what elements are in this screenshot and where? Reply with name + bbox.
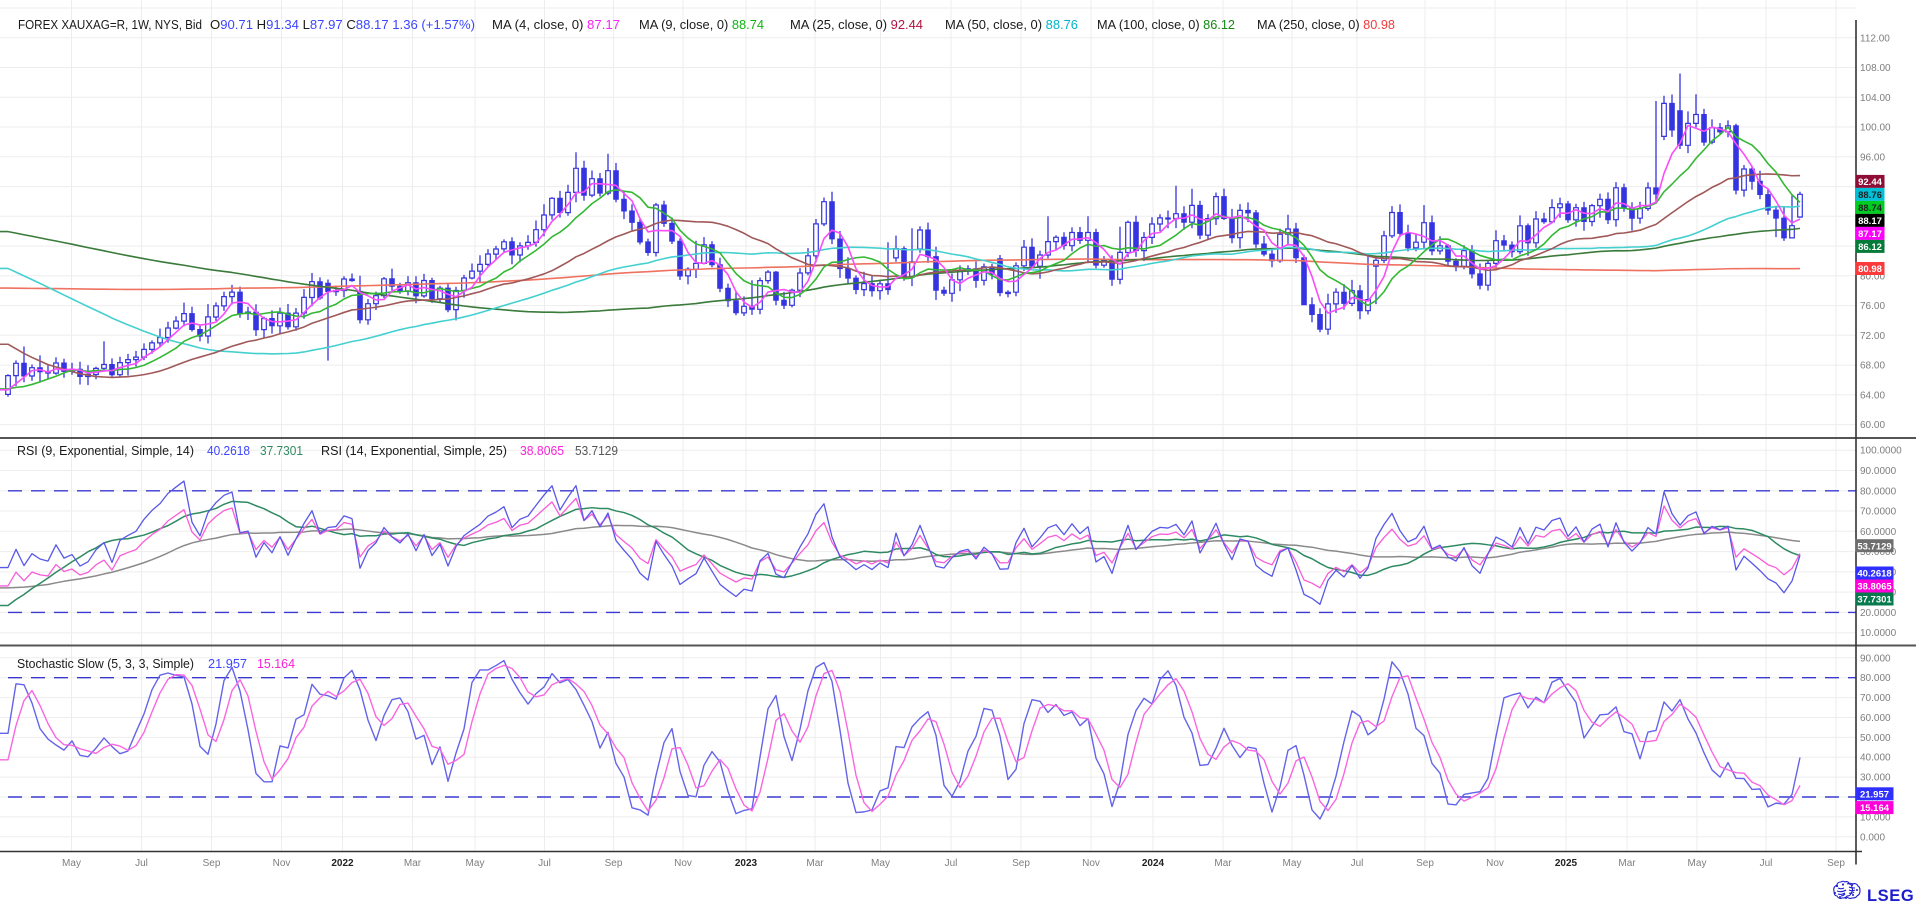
svg-text:20.0000: 20.0000 bbox=[1860, 608, 1897, 619]
svg-text:80.0000: 80.0000 bbox=[1860, 486, 1897, 497]
svg-text:88.74: 88.74 bbox=[1858, 203, 1882, 214]
svg-text:88.76: 88.76 bbox=[1858, 190, 1882, 201]
svg-text:68.00: 68.00 bbox=[1860, 361, 1885, 372]
svg-text:0.000: 0.000 bbox=[1860, 832, 1885, 843]
svg-text:90.000: 90.000 bbox=[1860, 653, 1891, 664]
svg-text:87.17: 87.17 bbox=[1858, 229, 1882, 240]
svg-text:30.000: 30.000 bbox=[1860, 773, 1891, 784]
svg-text:Mar: Mar bbox=[806, 858, 824, 869]
svg-text:76.00: 76.00 bbox=[1860, 301, 1885, 312]
svg-text:70.0000: 70.0000 bbox=[1860, 507, 1897, 518]
svg-text:2025: 2025 bbox=[1555, 858, 1578, 869]
svg-text:2023: 2023 bbox=[735, 858, 758, 869]
svg-text:53.7129: 53.7129 bbox=[1857, 541, 1891, 552]
svg-text:53.7129: 53.7129 bbox=[575, 444, 618, 458]
svg-text:May: May bbox=[62, 858, 81, 869]
svg-text:Nov: Nov bbox=[1486, 858, 1504, 869]
svg-text:92.44: 92.44 bbox=[1858, 177, 1882, 188]
svg-text:38.8065: 38.8065 bbox=[1857, 582, 1892, 593]
svg-text:50.0000: 50.0000 bbox=[1860, 547, 1897, 558]
svg-text:100.0000: 100.0000 bbox=[1860, 446, 1902, 457]
svg-text:10.000: 10.000 bbox=[1860, 812, 1891, 823]
svg-text:Sep: Sep bbox=[1012, 858, 1030, 869]
svg-text:15.164: 15.164 bbox=[257, 657, 295, 671]
svg-text:15.164: 15.164 bbox=[1860, 803, 1890, 814]
svg-text:Stochastic Slow (5, 3, 3, Simp: Stochastic Slow (5, 3, 3, Simple) bbox=[17, 657, 194, 671]
svg-text:Sep: Sep bbox=[203, 858, 221, 869]
svg-text:2024: 2024 bbox=[1142, 858, 1165, 869]
svg-text:Mar: Mar bbox=[1618, 858, 1636, 869]
svg-text:88.17: 88.17 bbox=[1858, 216, 1882, 227]
svg-text:MA (250, close, 0) 80.98: MA (250, close, 0) 80.98 bbox=[1257, 18, 1395, 32]
svg-text:Sep: Sep bbox=[1827, 858, 1845, 869]
svg-text:Jul: Jul bbox=[1760, 858, 1773, 869]
svg-text:Sep: Sep bbox=[1416, 858, 1434, 869]
svg-text:21.957: 21.957 bbox=[1860, 789, 1889, 800]
svg-text:100.00: 100.00 bbox=[1860, 123, 1891, 134]
svg-text:21.957: 21.957 bbox=[208, 657, 247, 671]
svg-text:Nov: Nov bbox=[1082, 858, 1100, 869]
svg-text:May: May bbox=[871, 858, 890, 869]
svg-text:Mar: Mar bbox=[404, 858, 422, 869]
svg-text:May: May bbox=[466, 858, 485, 869]
svg-text:96.00: 96.00 bbox=[1860, 152, 1885, 163]
svg-text:70.000: 70.000 bbox=[1860, 693, 1891, 704]
svg-text:60.00: 60.00 bbox=[1860, 420, 1885, 431]
svg-text:Nov: Nov bbox=[273, 858, 291, 869]
svg-text:112.00: 112.00 bbox=[1860, 33, 1890, 44]
svg-text:64.00: 64.00 bbox=[1860, 390, 1885, 401]
svg-text:Sep: Sep bbox=[605, 858, 623, 869]
svg-text:72.00: 72.00 bbox=[1860, 331, 1885, 342]
svg-text:Mar: Mar bbox=[1214, 858, 1232, 869]
svg-text:86.12: 86.12 bbox=[1858, 242, 1882, 253]
svg-text:Nov: Nov bbox=[674, 858, 692, 869]
svg-text:RSI (14, Exponential, Simple,: RSI (14, Exponential, Simple, 25) bbox=[321, 444, 507, 458]
svg-text:37.7301: 37.7301 bbox=[260, 444, 303, 458]
svg-text:LSEG: LSEG bbox=[1867, 887, 1914, 905]
svg-text:RSI (9, Exponential, Simple, 1: RSI (9, Exponential, Simple, 14) bbox=[17, 444, 194, 458]
svg-text:80.98: 80.98 bbox=[1858, 264, 1882, 275]
svg-text:MA (9, close, 0) 88.74: MA (9, close, 0) 88.74 bbox=[639, 18, 764, 32]
svg-text:60.0000: 60.0000 bbox=[1860, 527, 1897, 538]
svg-text:MA (50, close, 0) 88.76: MA (50, close, 0) 88.76 bbox=[945, 18, 1078, 32]
svg-text:MA (4, close, 0) 87.17: MA (4, close, 0) 87.17 bbox=[492, 18, 620, 32]
svg-text:MA (100, close, 0) 86.12: MA (100, close, 0) 86.12 bbox=[1097, 18, 1235, 32]
svg-text:104.00: 104.00 bbox=[1860, 93, 1891, 104]
svg-text:80.000: 80.000 bbox=[1860, 673, 1891, 684]
svg-text:Jul: Jul bbox=[1351, 858, 1364, 869]
svg-text:108.00: 108.00 bbox=[1860, 63, 1891, 74]
svg-text:40.000: 40.000 bbox=[1860, 753, 1891, 764]
svg-text:Jul: Jul bbox=[945, 858, 958, 869]
svg-text:May: May bbox=[1688, 858, 1707, 869]
svg-text:Jul: Jul bbox=[135, 858, 148, 869]
svg-text:2022: 2022 bbox=[331, 858, 354, 869]
svg-text:O90.71 H91.34 L87.97 C88.17 1.: O90.71 H91.34 L87.97 C88.17 1.36 (+1.57%… bbox=[210, 18, 475, 32]
svg-text:Jul: Jul bbox=[538, 858, 551, 869]
svg-text:60.000: 60.000 bbox=[1860, 713, 1891, 724]
svg-text:80.00: 80.00 bbox=[1860, 271, 1885, 282]
svg-text:May: May bbox=[1283, 858, 1302, 869]
svg-text:40.2618: 40.2618 bbox=[207, 444, 250, 458]
svg-text:40.2618: 40.2618 bbox=[1857, 569, 1891, 580]
svg-text:38.8065: 38.8065 bbox=[520, 444, 564, 458]
svg-text:10.0000: 10.0000 bbox=[1860, 628, 1897, 639]
svg-text:90.0000: 90.0000 bbox=[1860, 466, 1897, 477]
svg-text:MA (25, close, 0) 92.44: MA (25, close, 0) 92.44 bbox=[790, 18, 923, 32]
svg-text:37.7301: 37.7301 bbox=[1857, 595, 1892, 606]
svg-text:50.000: 50.000 bbox=[1860, 733, 1891, 744]
svg-text:FOREX XAUXAG=R, 1W, NYS, Bid: FOREX XAUXAG=R, 1W, NYS, Bid bbox=[18, 18, 202, 32]
